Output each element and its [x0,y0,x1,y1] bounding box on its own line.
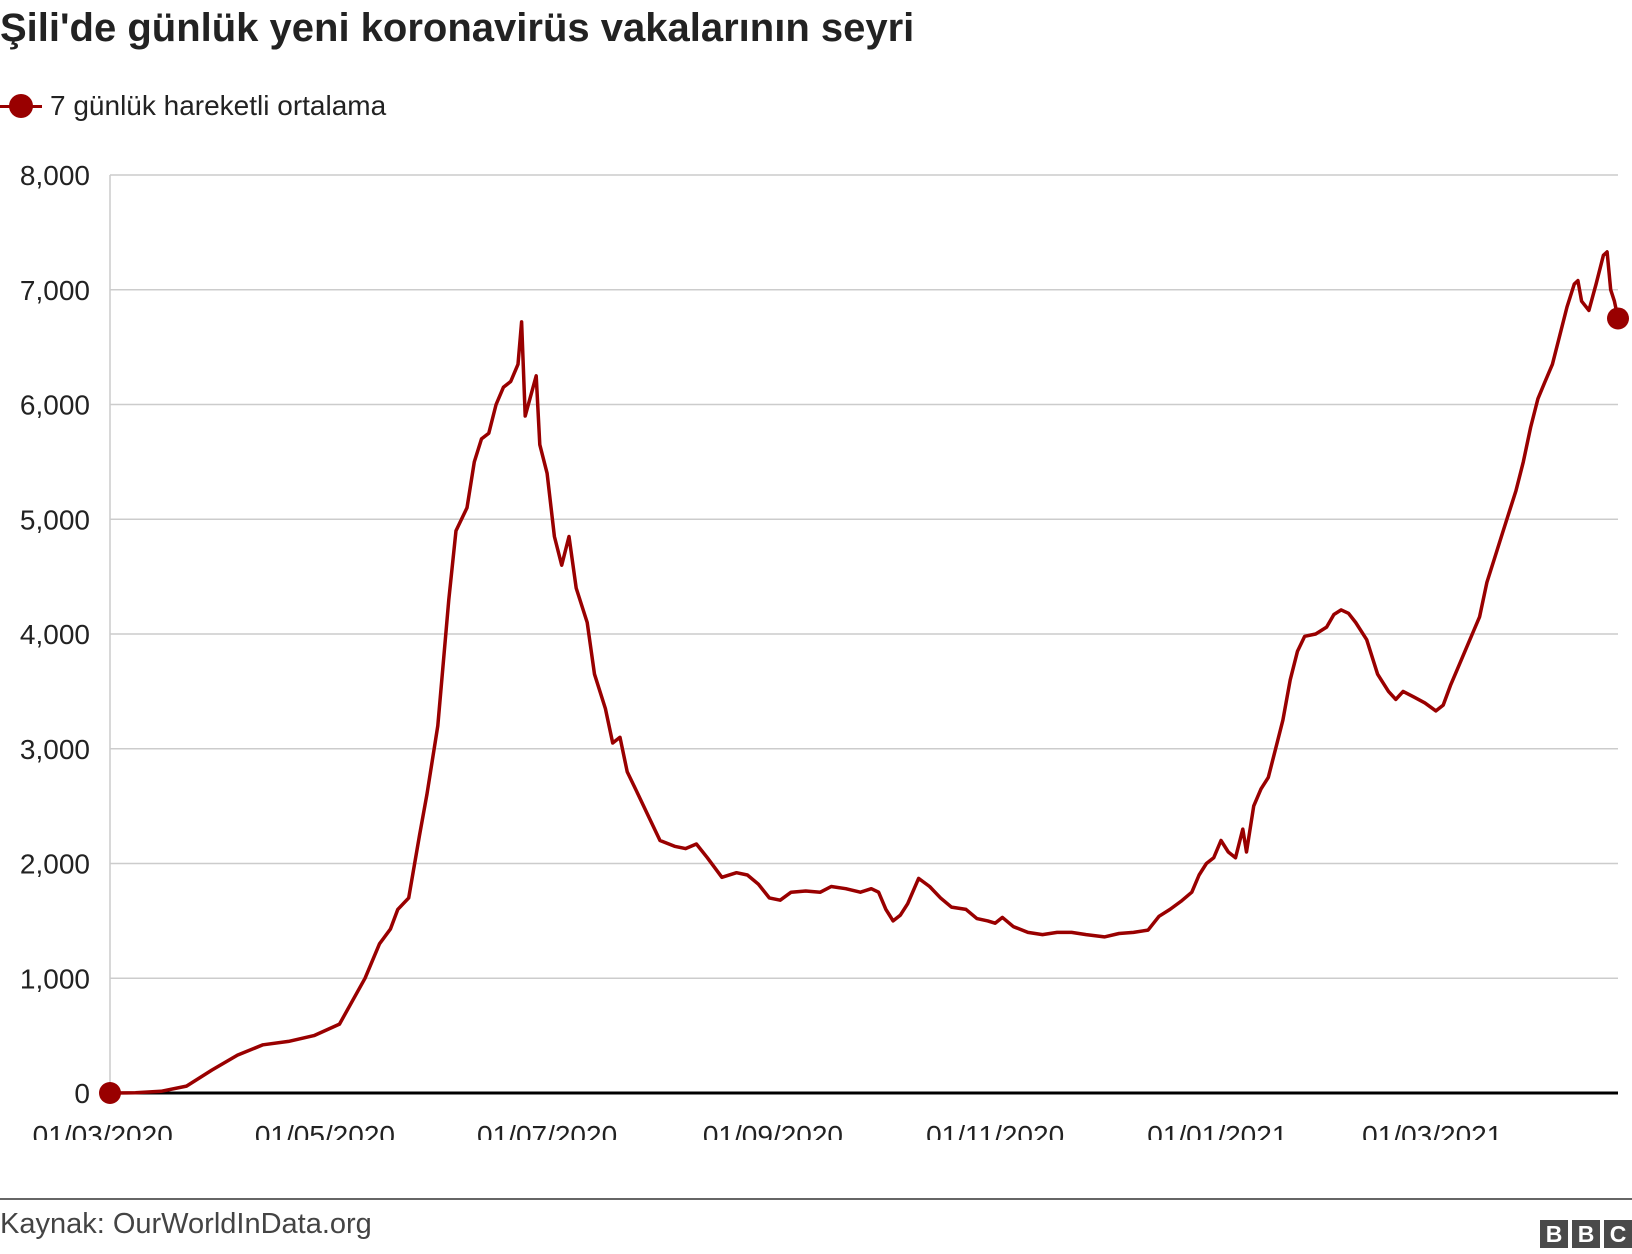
legend-swatch [0,93,42,119]
x-tick-label: 01/07/2020 [477,1120,617,1140]
y-axis-tick-labels: 0 1,000 2,000 3,000 4,000 5,000 6,000 7,000 8,00… [20,160,90,1109]
legend: 7 günlük hareketli ortalama [0,86,386,126]
series-line [108,250,1620,1095]
line-chart: 0 1,000 2,000 3,000 4,000 5,000 6,000 7,000 8,00… [20,160,1629,1140]
y-tick-label: 2,000 [20,849,90,880]
chart-title: Şili'de günlük yeni koronavirüs vakaları… [0,6,915,50]
x-tick-label: 01/11/2020 [926,1120,1064,1140]
bbc-logo-letter: B [1572,1220,1600,1248]
y-tick-label: 5,000 [20,504,90,535]
y-tick-label: 0 [74,1078,90,1109]
series-group [99,250,1629,1104]
y-tick-label: 4,000 [20,619,90,650]
x-tick-label: 01/03/2021 [1362,1120,1502,1140]
footer-divider [0,1198,1632,1200]
x-tick-label: 01/01/2021 [1147,1120,1287,1140]
x-axis-tick-labels: 01/03/2020 01/05/2020 01/07/2020 01/09/2020… [33,1120,1503,1140]
x-tick-label: 01/05/2020 [255,1120,395,1140]
x-tick-label: 01/09/2020 [703,1120,843,1140]
source-note: Kaynak: OurWorldInData.org [0,1208,372,1240]
bbc-logo: B B C [1540,1220,1632,1248]
legend-dot-marker [9,94,33,118]
y-tick-label: 6,000 [20,390,90,421]
legend-label: 7 günlük hareketli ortalama [50,90,387,121]
series-end-point [1607,307,1629,330]
bbc-logo-letter: C [1604,1220,1632,1248]
y-tick-label: 3,000 [20,734,90,765]
x-tick-label: 01/03/2020 [33,1120,173,1140]
y-tick-label: 7,000 [20,275,90,306]
y-tick-label: 1,000 [20,963,90,994]
grid-lines [109,174,1618,1093]
y-tick-label: 8,000 [20,160,90,191]
series-start-point [99,1082,121,1104]
bbc-logo-letter: B [1540,1220,1568,1248]
